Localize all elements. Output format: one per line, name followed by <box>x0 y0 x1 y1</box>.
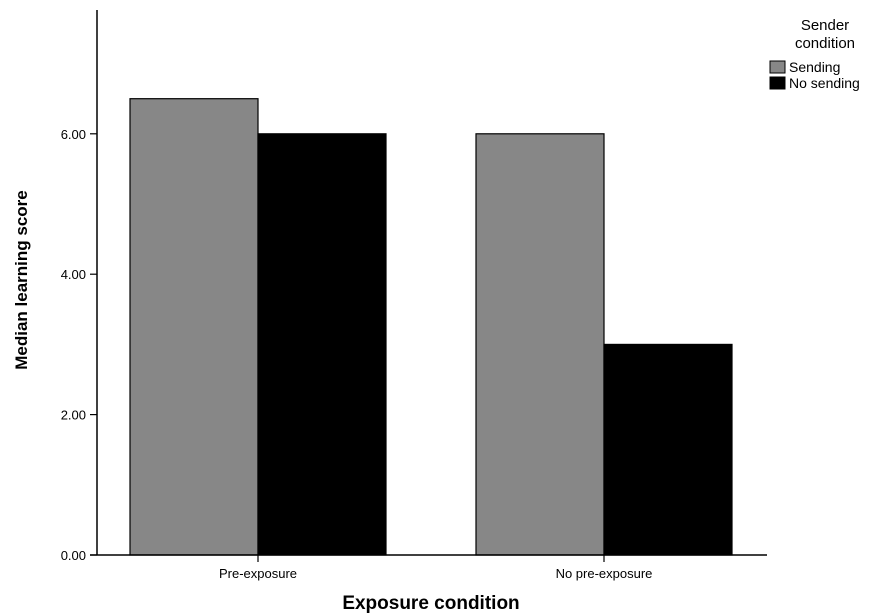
x-ticks-layer: Pre-exposure No pre-exposure <box>219 555 652 581</box>
bar-sending <box>129 98 259 556</box>
legend-swatch <box>769 60 786 74</box>
bar-no-sending <box>603 343 733 556</box>
x-tick-label: No pre-exposure <box>556 566 653 581</box>
y-ticks-layer: 0.00 2.00 4.00 6.00 <box>61 127 97 563</box>
y-tick-label: 0.00 <box>61 548 86 563</box>
x-axis-title: Exposure condition <box>342 593 519 613</box>
legend-title-line-1: Sender <box>801 17 849 34</box>
bar-sending <box>475 133 605 556</box>
legend-label: No sending <box>789 75 860 91</box>
legend-title-line-2: condition <box>795 35 855 52</box>
y-tick-label: 4.00 <box>61 267 86 282</box>
x-tick-label: Pre-exposure <box>219 566 297 581</box>
y-tick-label: 2.00 <box>61 408 86 423</box>
y-axis-title: Median learning score <box>12 190 31 370</box>
bar-no-sending <box>257 133 387 556</box>
legend-swatch <box>769 76 786 90</box>
legend-label: Sending <box>789 59 840 75</box>
y-tick-label: 6.00 <box>61 127 86 142</box>
bars-layer <box>129 98 733 556</box>
